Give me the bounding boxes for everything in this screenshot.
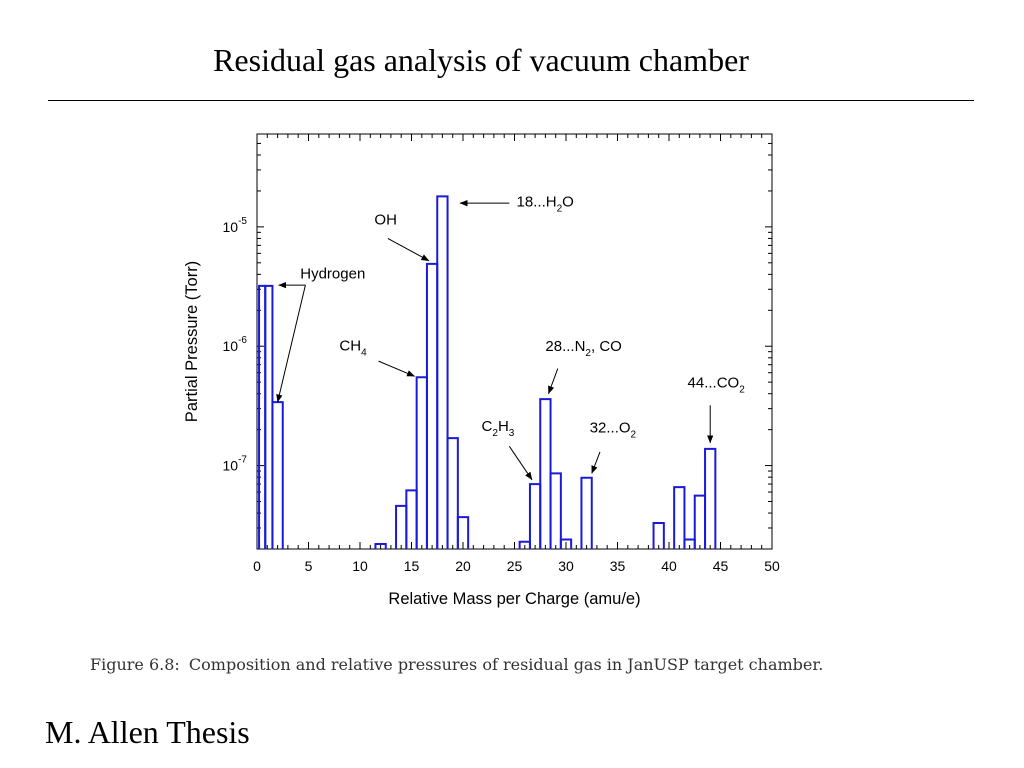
x-tick-label: 10 xyxy=(352,558,368,574)
annotation-arrow-c2h3 xyxy=(508,446,533,481)
data-bin xyxy=(415,376,428,549)
x-tick-label: 15 xyxy=(404,558,420,574)
data-bin xyxy=(395,504,408,549)
annotation-arrow-n2-co xyxy=(548,368,559,395)
annotation-oh: OH xyxy=(374,211,397,228)
rga-chart: 0 5 10 15 20 25 30 35 40 45 50 10-7 10-6 10-5 Hydroge… xyxy=(183,133,780,608)
data-bin xyxy=(425,262,439,549)
slide-title: Residual gas analysis of vacuum chamber xyxy=(213,42,749,78)
x-tick-label: 5 xyxy=(305,558,313,574)
x-tick-label: 40 xyxy=(661,558,677,574)
y-tick-label: 10-5 xyxy=(223,216,248,235)
figure-caption: Figure 6.8: Composition and relative pre… xyxy=(90,654,890,676)
annotation-hydrogen: Hydrogen xyxy=(300,265,365,282)
data-bin xyxy=(374,543,387,549)
axis-ticks: 0 5 10 15 20 25 30 35 40 45 50 10-7 10-6 10-5 xyxy=(223,134,780,574)
y-tick-label: 10-6 xyxy=(223,335,248,354)
x-tick-label: 45 xyxy=(713,558,729,574)
y-axis-label: Partial Pressure (Torr) xyxy=(183,261,201,422)
caption-text: Composition and relative pressures of re… xyxy=(188,655,824,674)
x-axis-label: Relative Mass per Charge (amu/e) xyxy=(388,590,640,608)
data-bin xyxy=(456,516,470,549)
x-tick-label: 25 xyxy=(507,558,523,574)
series-group xyxy=(258,195,717,549)
author-credit: M. Allen Thesis xyxy=(45,714,250,750)
annotation-co2: 44...CO2 xyxy=(688,375,746,396)
annotation-arrow-oh xyxy=(387,238,430,262)
annotation-c2h3: C2H3 xyxy=(482,418,515,439)
data-bin xyxy=(539,398,552,549)
data-bin xyxy=(446,437,459,549)
x-tick-label: 20 xyxy=(455,558,471,574)
data-bin xyxy=(549,472,562,549)
annotation-arrow-ch4 xyxy=(378,360,415,377)
data-bin xyxy=(528,483,542,549)
annotation-arrow-o2 xyxy=(591,451,601,474)
data-bin xyxy=(264,284,274,549)
data-bin xyxy=(271,401,284,549)
annotations-group: Hydrogen OH CH4 18...H2O 28...N2, CO C2H3 32..… xyxy=(276,194,746,481)
data-bin xyxy=(693,494,707,549)
annotation-o2: 32...O2 xyxy=(590,419,637,440)
plot-frame xyxy=(256,133,773,550)
data-bin xyxy=(704,447,717,549)
annotation-arrow-hydrogen xyxy=(276,285,306,403)
annotation-n2-co: 28...N2, CO xyxy=(545,338,621,359)
annotation-ch4: CH4 xyxy=(339,338,367,359)
x-tick-label: 0 xyxy=(253,558,261,574)
annotation-h2o: 18...H2O xyxy=(517,194,574,215)
data-bin xyxy=(673,486,686,549)
data-bin xyxy=(436,195,449,549)
data-bin xyxy=(580,476,593,549)
x-tick-label: 50 xyxy=(764,558,780,574)
data-bin xyxy=(559,538,573,549)
y-tick-label: 10-7 xyxy=(223,455,248,474)
title-divider xyxy=(48,100,974,101)
data-bin xyxy=(652,522,665,549)
caption-label: Figure 6.8: xyxy=(90,655,180,674)
x-tick-label: 30 xyxy=(558,558,574,574)
x-tick-label: 35 xyxy=(610,558,626,574)
data-bin xyxy=(405,489,418,549)
